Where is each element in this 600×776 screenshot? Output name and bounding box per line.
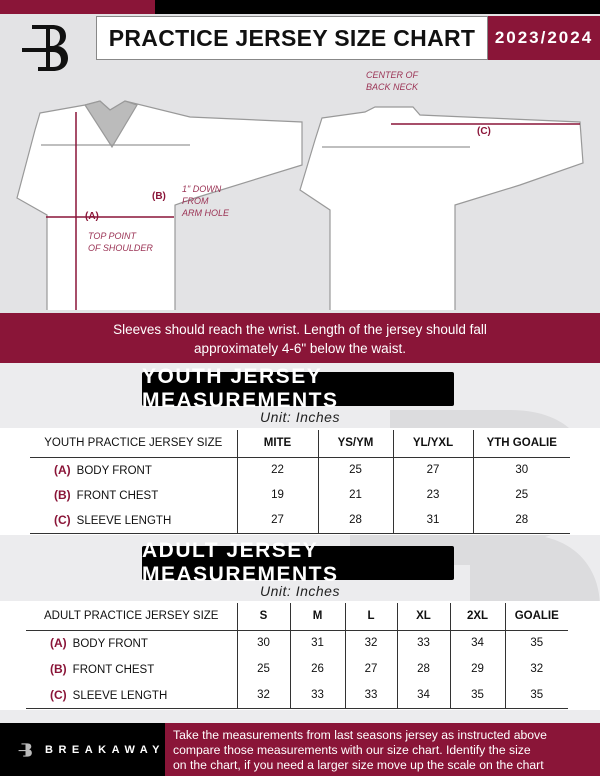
table-cell: 30: [515, 463, 529, 476]
table-header-row: YOUTH PRACTICE JERSEY SIZE MITE YS/YM YL/YX…: [30, 430, 570, 457]
table-cell: 22: [237, 457, 319, 482]
table-row: (A) BODY FRONT 30 31 32 33 34 35: [26, 630, 568, 656]
table-cell: 28: [515, 513, 529, 526]
center-back-neck-note: CENTER OF BACK NECK: [366, 70, 419, 92]
column-header: ADULT PRACTICE JERSEY SIZE: [26, 603, 238, 630]
table-cell: 25: [237, 656, 291, 682]
adult-section-title: ADULT JERSEY MEASUREMENTS: [142, 539, 454, 586]
table-cell: 25: [515, 488, 529, 501]
table-cell: 28: [397, 656, 451, 682]
table-cell: 33: [397, 630, 451, 656]
table-cell: 34: [450, 630, 506, 656]
brand-name: BREAKAWAY: [45, 743, 165, 756]
footer-brand: BREAKAWAY: [0, 723, 165, 776]
table-cell: 32: [237, 682, 291, 708]
column-header: MITE: [237, 430, 319, 457]
jersey-diagram: [16, 100, 584, 310]
table-cell: 31: [393, 507, 474, 533]
table-cell: 32: [530, 663, 544, 675]
table-cell: 34: [397, 682, 451, 708]
brand-logo: [20, 22, 72, 74]
table-cell: (A) BODY FRONT: [30, 457, 238, 482]
label-c: (C): [477, 126, 491, 137]
column-header: M: [290, 603, 346, 630]
front-jersey-drawing: [16, 100, 303, 310]
table-cell: 30: [237, 630, 291, 656]
table-cell: 31: [290, 630, 346, 656]
table-cell: 19: [237, 482, 319, 507]
table-cell: (C) SLEEVE LENGTH: [30, 507, 238, 533]
table-cell: (B) FRONT CHEST: [26, 656, 238, 682]
youth-section-title: YOUTH JERSEY MEASUREMENTS: [142, 365, 454, 412]
table-cell: 29: [450, 656, 506, 682]
table-header-row: ADULT PRACTICE JERSEY SIZE S M L XL 2XL GOALIE: [26, 603, 568, 630]
armhole-note: 1" DOWN FROM ARM HOLE: [182, 184, 230, 218]
table-cell: (A) BODY FRONT: [26, 630, 238, 656]
column-header: S: [237, 603, 291, 630]
table-row: (B) FRONT CHEST 25 26 27 28 29 32: [26, 656, 568, 682]
column-header: XL: [397, 603, 451, 630]
table-cell: 27: [393, 457, 474, 482]
table-cell: 35: [530, 688, 544, 701]
back-jersey-drawing: [299, 106, 584, 310]
table-row: (C) SLEEVE LENGTH 32 33 33 34 35 35: [26, 682, 568, 708]
column-header: YL/YXL: [393, 430, 474, 457]
table-cell: 25: [318, 457, 394, 482]
column-header: YS/YM: [318, 430, 394, 457]
table-row: (B) FRONT CHEST 19 21 23 25: [30, 482, 570, 507]
table-cell: 26: [290, 656, 346, 682]
table-cell: 28: [318, 507, 394, 533]
table-cell: 21: [318, 482, 394, 507]
table-cell: 33: [345, 682, 398, 708]
footer-logo-icon: [18, 742, 32, 757]
shoulder-note: TOP POINT OF SHOULDER: [88, 231, 153, 253]
table-cell: 23: [393, 482, 474, 507]
youth-table: YOUTH PRACTICE JERSEY SIZE MITE YS/YM YL/YX…: [30, 430, 570, 534]
column-header: 2XL: [450, 603, 506, 630]
label-a: (A): [85, 211, 99, 222]
page-title: PRACTICE JERSEY SIZE CHART: [96, 16, 488, 60]
label-b: (B): [152, 191, 166, 202]
top-black-bar: [155, 0, 600, 14]
table-row: (C) SLEEVE LENGTH 27 28 31 28: [30, 507, 570, 533]
top-accent-bar: [0, 0, 155, 14]
instructions-banner: Sleeves should reach the wrist. Length o…: [0, 313, 600, 363]
measure-lines: [46, 112, 580, 310]
table-cell: 27: [345, 656, 398, 682]
table-cell: 35: [530, 637, 544, 650]
column-header: L: [345, 603, 398, 630]
adult-table: ADULT PRACTICE JERSEY SIZE S M L XL 2XL GOALIE…: [26, 603, 568, 709]
table-cell: (B) FRONT CHEST: [30, 482, 238, 507]
table-cell: 33: [290, 682, 346, 708]
season-badge: 2023/2024: [488, 16, 600, 60]
adult-unit: Unit: Inches: [260, 583, 340, 599]
table-cell: (C) SLEEVE LENGTH: [26, 682, 238, 708]
footer-instructions: Take the measurements from last seasons …: [165, 723, 600, 776]
column-header: GOALIE: [514, 610, 559, 623]
youth-unit: Unit: Inches: [260, 409, 340, 425]
table-cell: 35: [450, 682, 506, 708]
table-row: (A) BODY FRONT 22 25 27 30: [30, 457, 570, 482]
table-cell: 32: [345, 630, 398, 656]
table-cell: 27: [237, 507, 319, 533]
column-header: YTH GOALIE: [486, 437, 557, 450]
column-header: YOUTH PRACTICE JERSEY SIZE: [30, 430, 238, 457]
